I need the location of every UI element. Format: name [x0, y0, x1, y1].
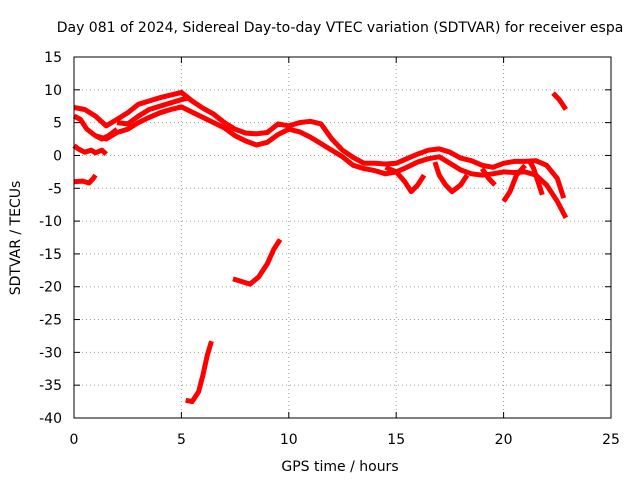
- series-arc-17: [432, 161, 470, 195]
- series-arc-22-8: [551, 91, 568, 111]
- x-tick-label: 20: [495, 432, 513, 448]
- series-group: [72, 89, 569, 405]
- series-arc-dip-8: [232, 238, 283, 287]
- series-arc-early-low: [72, 143, 108, 156]
- x-tick-label: 0: [70, 432, 79, 448]
- plot-frame: [73, 56, 612, 419]
- y-tick-label: 15: [44, 50, 62, 66]
- y-tick-label: -40: [39, 411, 62, 427]
- x-tick-label: 10: [280, 432, 298, 448]
- series-arc-15: [384, 165, 427, 195]
- y-tick-labels: -40 -35 -30 -25 -20 -15 -10 -5 0 5 10 15: [39, 50, 62, 427]
- series-arc-early-loop: [72, 113, 119, 142]
- tick-marks: [73, 56, 612, 419]
- series-arc-morning: [116, 95, 191, 127]
- y-tick-label: -30: [39, 345, 62, 361]
- x-tick-labels: 0 5 10 15 20 25: [70, 432, 620, 448]
- y-tick-label: 0: [53, 148, 62, 164]
- y-tick-label: -25: [39, 313, 62, 329]
- y-tick-label: -5: [48, 181, 62, 197]
- series-arc-20: [501, 163, 527, 203]
- chart-title: Day 081 of 2024, Sidereal Day-to-day VTE…: [57, 20, 624, 36]
- x-axis-label: GPS time / hours: [281, 459, 398, 475]
- series-arc-dip-6: [185, 340, 214, 405]
- series-arc-19: [480, 167, 497, 187]
- y-tick-label: 5: [53, 116, 62, 132]
- series-arc-21: [527, 159, 545, 196]
- series-arc-main-lower: [94, 104, 569, 219]
- y-tick-label: -15: [39, 247, 62, 263]
- y-tick-label: -20: [39, 280, 62, 296]
- series-arc-early-neg: [73, 173, 98, 186]
- x-tick-label: 25: [602, 432, 620, 448]
- grid: [74, 57, 611, 418]
- x-tick-label: 15: [387, 432, 405, 448]
- y-tick-label: 10: [44, 83, 62, 99]
- x-tick-label: 5: [177, 432, 186, 448]
- y-tick-label: -35: [39, 378, 62, 394]
- series-arc-main-upper: [73, 89, 567, 199]
- y-tick-label: -10: [39, 214, 62, 230]
- y-axis-label: SDTVAR / TECUs: [8, 181, 24, 296]
